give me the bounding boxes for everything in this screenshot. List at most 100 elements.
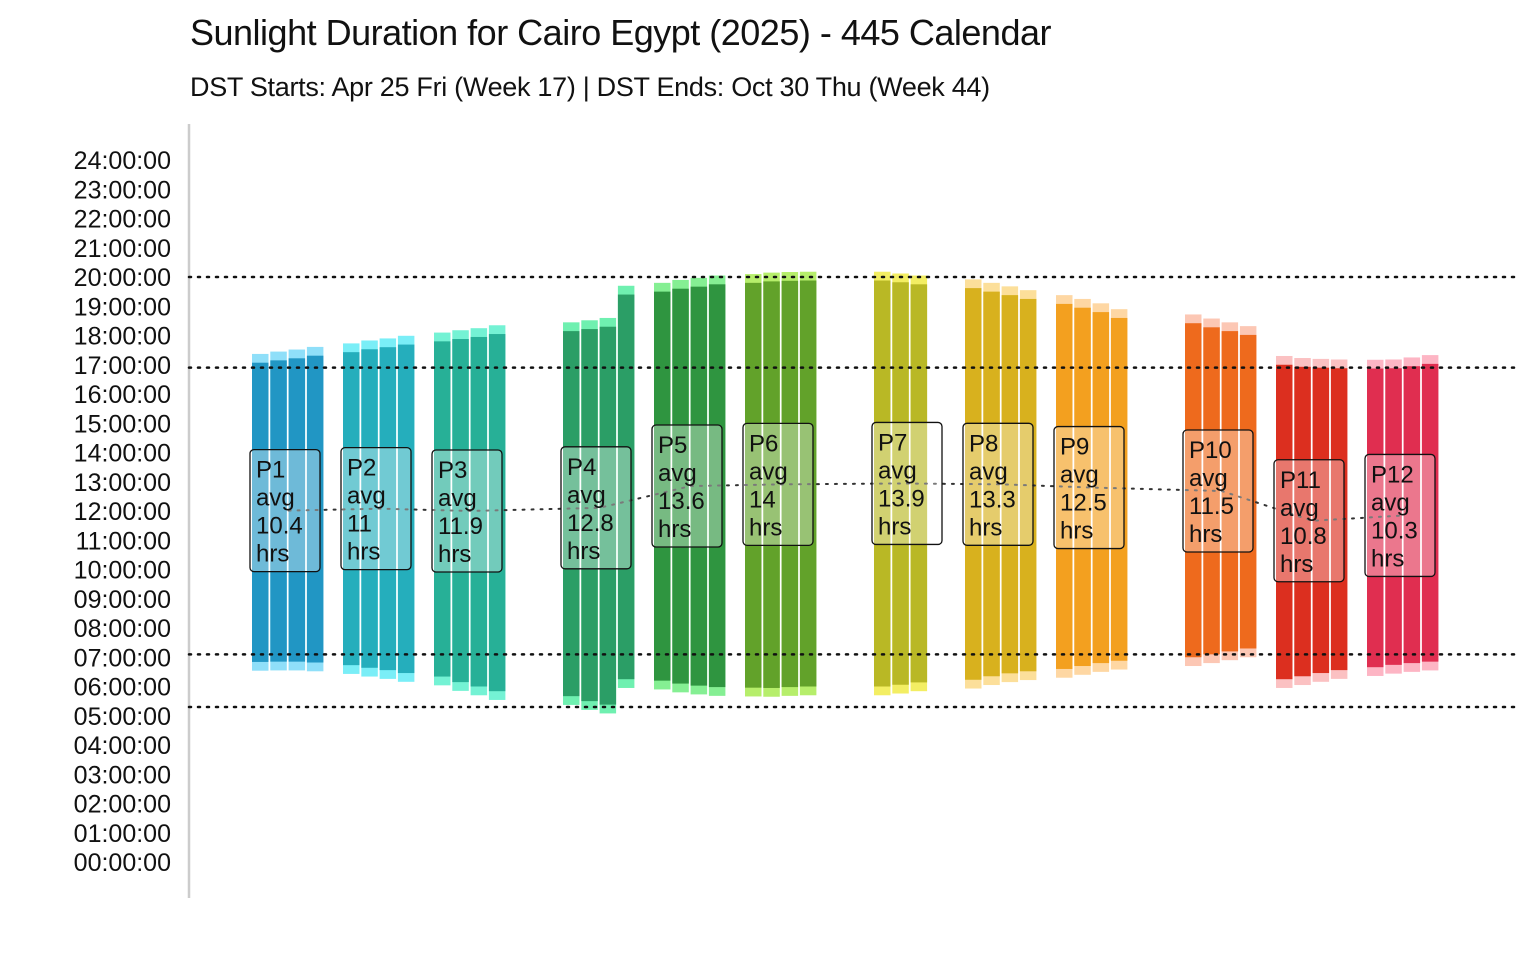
week-bar [434, 341, 451, 677]
week-bar [563, 331, 580, 697]
period-label-text: P7 [878, 429, 907, 456]
period-label-text: avg [438, 485, 477, 512]
period-label-text: hrs [1189, 521, 1222, 548]
y-tick-label: 05:00:00 [74, 703, 171, 731]
y-tick-label: 13:00:00 [74, 469, 171, 497]
period-label-text: avg [1280, 495, 1319, 522]
y-tick-label: 04:00:00 [74, 732, 171, 760]
period-p8-bars [965, 279, 1037, 689]
period-label-box [742, 422, 814, 546]
y-tick-label: 11:00:00 [76, 527, 171, 555]
period-label-text: hrs [567, 538, 600, 565]
week-bar [252, 362, 269, 662]
period-label-text: avg [256, 485, 295, 512]
week-bar [965, 288, 982, 680]
period-p9-bars [1056, 295, 1128, 678]
period-label-text: avg [1060, 462, 1099, 489]
y-tick-label: 21:00:00 [74, 235, 171, 263]
week-bar [690, 286, 708, 686]
period-label-text: P10 [1189, 437, 1232, 464]
week-bar [1276, 364, 1293, 680]
y-tick-label: 09:00:00 [74, 586, 171, 614]
period-label-text: hrs [749, 514, 782, 541]
week-bar [1221, 331, 1239, 652]
week-bar [1203, 327, 1220, 655]
week-bar [1403, 366, 1421, 664]
week-bar [1056, 303, 1073, 669]
y-tick-label: 12:00:00 [74, 498, 171, 526]
week-bar [654, 291, 671, 681]
period-label-text: P6 [749, 430, 778, 457]
y-tick-label: 08:00:00 [74, 615, 171, 643]
period-label-text: P1 [256, 457, 285, 484]
period-label-text: avg [1189, 465, 1228, 492]
week-bar [983, 291, 1000, 677]
period-label-text: hrs [969, 514, 1002, 541]
y-tick-label: 14:00:00 [74, 440, 171, 468]
period-p10-bars [1185, 314, 1257, 667]
period-label-text: 10.3 [1371, 517, 1418, 544]
period-label-text: hrs [256, 541, 289, 568]
week-bar [1421, 363, 1439, 662]
period-label-box [1364, 453, 1436, 578]
period-label-text: 13.3 [969, 486, 1016, 513]
week-bar [1294, 366, 1311, 677]
period-label-text: hrs [347, 539, 380, 566]
period-label-box [249, 448, 321, 573]
period-label-text: avg [749, 458, 788, 485]
period-p11-bars [1276, 355, 1348, 688]
period-label-text: P3 [438, 457, 467, 484]
period-label-box [340, 447, 412, 571]
week-bar [270, 360, 287, 662]
week-bar [599, 326, 617, 705]
week-bar [1092, 312, 1110, 664]
y-tick-label: 06:00:00 [74, 674, 171, 702]
period-label-text: avg [567, 482, 606, 509]
y-tick-label: 01:00:00 [74, 820, 171, 848]
period-label-text: P5 [658, 432, 687, 459]
period-label-text: avg [347, 483, 386, 510]
y-tick-label: 02:00:00 [74, 791, 171, 819]
y-tick-label: 19:00:00 [74, 293, 171, 321]
week-bar [1239, 334, 1257, 649]
period-label-text: avg [1371, 489, 1410, 516]
y-tick-label: 24:00:00 [74, 147, 171, 175]
period-label-text: hrs [878, 513, 911, 540]
period-label-text: 11.9 [438, 513, 483, 540]
week-bar [617, 294, 635, 680]
period-label-box [871, 421, 943, 546]
y-tick-label: 03:00:00 [74, 761, 171, 789]
y-tick-label: 07:00:00 [74, 644, 171, 672]
period-label-text: 10.8 [1280, 523, 1327, 550]
period-label-text: P2 [347, 455, 376, 482]
period-label-box [431, 449, 503, 573]
week-bar [581, 329, 598, 702]
chart-title: Sunlight Duration for Cairo Egypt (2025)… [190, 12, 1052, 53]
period-label-text: hrs [1060, 518, 1093, 545]
period-label-box [1053, 425, 1125, 550]
week-bar [672, 288, 689, 684]
period-label-text: hrs [438, 541, 471, 568]
period-label-text: hrs [1371, 545, 1404, 572]
period-label-text: avg [969, 458, 1008, 485]
period-label-text: 14 [749, 486, 776, 513]
period-label-text: P4 [567, 454, 596, 481]
week-bar [1074, 307, 1091, 667]
y-tick-label: 23:00:00 [74, 176, 171, 204]
week-bar [1185, 323, 1202, 658]
week-bar [1367, 368, 1384, 668]
period-label-box [1182, 429, 1254, 553]
period-label-text: 13.9 [878, 485, 925, 512]
period-label-text: avg [878, 457, 917, 484]
